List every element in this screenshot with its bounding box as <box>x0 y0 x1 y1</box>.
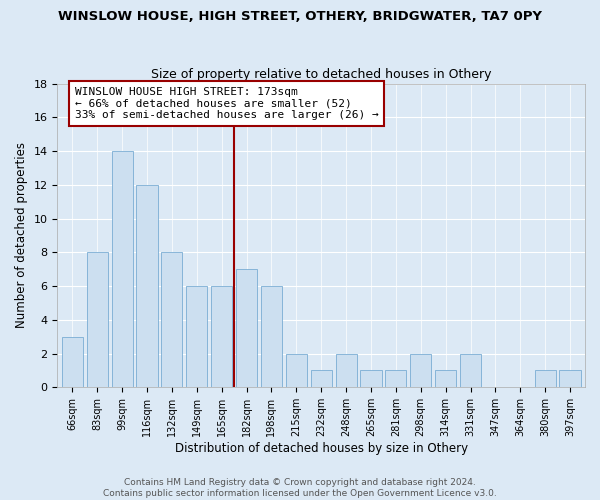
Bar <box>211 286 232 388</box>
Bar <box>460 354 481 388</box>
Bar <box>410 354 431 388</box>
Text: WINSLOW HOUSE, HIGH STREET, OTHERY, BRIDGWATER, TA7 0PY: WINSLOW HOUSE, HIGH STREET, OTHERY, BRID… <box>58 10 542 23</box>
Bar <box>535 370 556 388</box>
Bar <box>186 286 208 388</box>
Bar <box>435 370 456 388</box>
Bar <box>559 370 581 388</box>
Title: Size of property relative to detached houses in Othery: Size of property relative to detached ho… <box>151 68 491 81</box>
Text: Contains HM Land Registry data © Crown copyright and database right 2024.
Contai: Contains HM Land Registry data © Crown c… <box>103 478 497 498</box>
Bar <box>62 336 83 388</box>
Bar <box>136 185 158 388</box>
Bar <box>236 269 257 388</box>
X-axis label: Distribution of detached houses by size in Othery: Distribution of detached houses by size … <box>175 442 468 455</box>
Y-axis label: Number of detached properties: Number of detached properties <box>15 142 28 328</box>
Bar <box>361 370 382 388</box>
Bar <box>286 354 307 388</box>
Bar <box>311 370 332 388</box>
Bar <box>385 370 406 388</box>
Text: WINSLOW HOUSE HIGH STREET: 173sqm
← 66% of detached houses are smaller (52)
33% : WINSLOW HOUSE HIGH STREET: 173sqm ← 66% … <box>75 87 379 120</box>
Bar <box>112 151 133 388</box>
Bar <box>161 252 182 388</box>
Bar <box>335 354 356 388</box>
Bar <box>261 286 282 388</box>
Bar <box>86 252 108 388</box>
